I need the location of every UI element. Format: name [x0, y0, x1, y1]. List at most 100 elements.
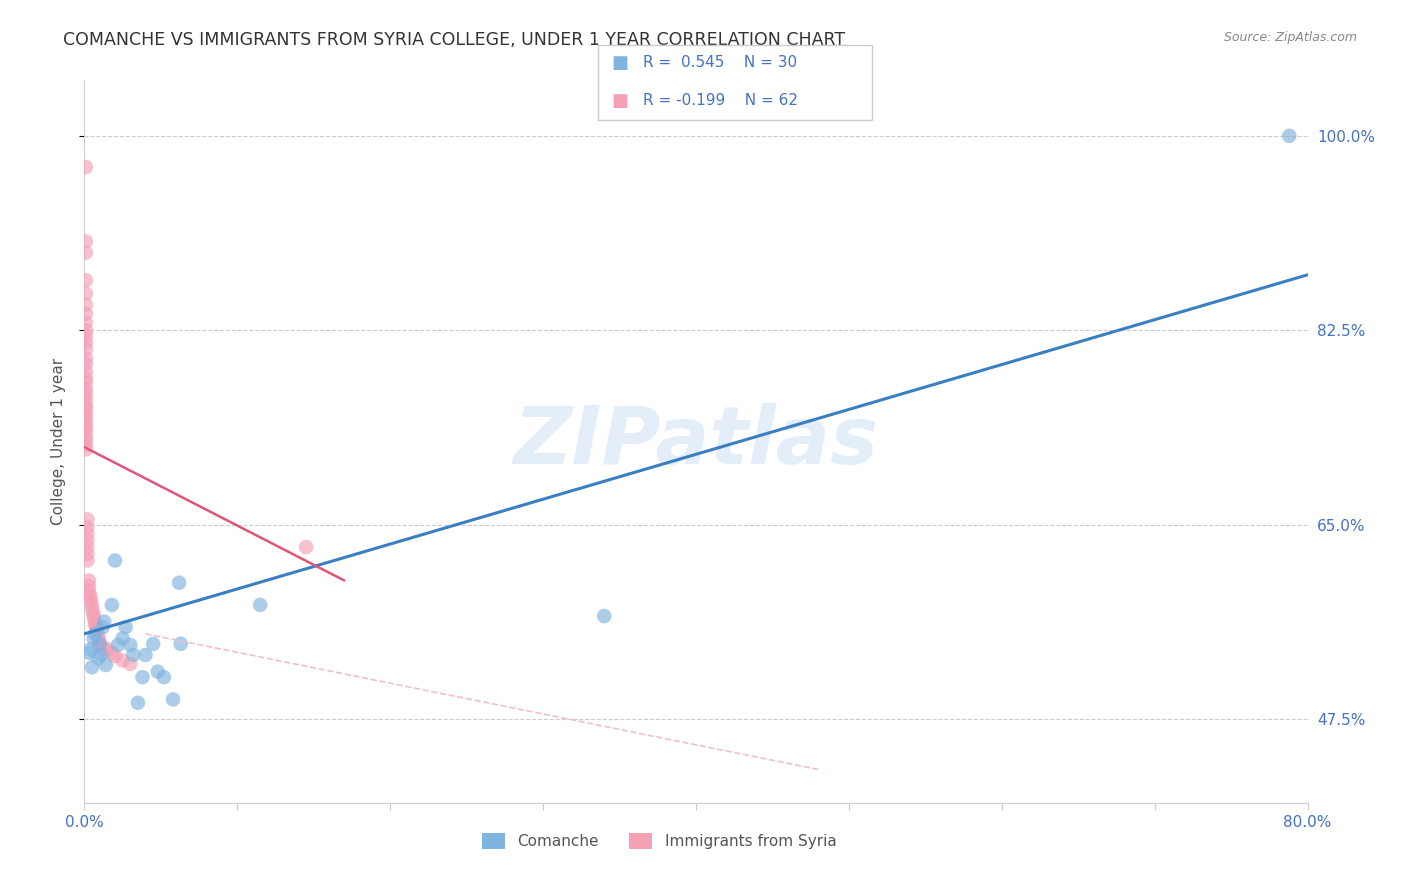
Point [75, 329, 97, 343]
Point [111, 632, 134, 646]
Point [76, 553, 98, 567]
Point [75, 416, 97, 430]
Point [75, 273, 97, 287]
Point [77, 574, 100, 588]
Point [87, 651, 110, 665]
Point [75, 434, 97, 448]
Point [94, 657, 117, 672]
Text: ■: ■ [612, 54, 628, 72]
Point [80, 598, 103, 612]
Point [83, 607, 105, 621]
Point [75, 351, 97, 366]
Point [135, 648, 157, 662]
Point [76, 520, 98, 534]
Point [91, 620, 114, 634]
Point [75, 323, 97, 337]
Point [101, 598, 124, 612]
Point [79, 589, 101, 603]
Point [84, 615, 107, 629]
Point [83, 632, 105, 646]
Point [90, 648, 112, 662]
Point [162, 692, 184, 706]
Point [75, 364, 97, 378]
Point [75, 429, 97, 443]
Point [142, 637, 165, 651]
Point [75, 386, 97, 401]
Y-axis label: College, Under 1 year: College, Under 1 year [51, 358, 66, 525]
Point [80, 660, 103, 674]
Point [75, 245, 97, 260]
Point [75, 235, 97, 249]
Point [76, 526, 98, 541]
Point [83, 610, 105, 624]
Point [76, 512, 98, 526]
Point [79, 593, 101, 607]
Point [77, 646, 100, 660]
Point [76, 540, 98, 554]
Point [131, 670, 153, 684]
Point [146, 665, 169, 679]
Point [75, 343, 97, 357]
Point [86, 624, 108, 639]
Point [77, 584, 100, 599]
Point [104, 553, 127, 567]
Point [75, 371, 97, 385]
Point [84, 618, 107, 632]
Text: ■: ■ [612, 92, 628, 110]
Point [295, 540, 318, 554]
Point [104, 649, 127, 664]
Point [114, 620, 136, 634]
Point [89, 637, 111, 651]
Point [153, 670, 176, 684]
Point [75, 307, 97, 321]
Point [75, 420, 97, 434]
Point [75, 411, 97, 425]
Point [75, 382, 97, 396]
Point [1278, 128, 1301, 143]
Point [79, 642, 101, 657]
Point [127, 696, 149, 710]
Point [75, 401, 97, 416]
Point [77, 579, 100, 593]
Point [84, 627, 107, 641]
Point [87, 628, 110, 642]
Point [86, 621, 108, 635]
Point [75, 407, 97, 421]
Point [76, 533, 98, 548]
Text: ZIPatlas: ZIPatlas [513, 402, 879, 481]
Point [75, 316, 97, 330]
Legend: Comanche, Immigrants from Syria: Comanche, Immigrants from Syria [482, 833, 837, 849]
Point [120, 657, 142, 671]
Text: Source: ZipAtlas.com: Source: ZipAtlas.com [1223, 31, 1357, 45]
Point [111, 653, 134, 667]
Point [75, 298, 97, 312]
Point [101, 646, 124, 660]
Point [107, 638, 129, 652]
Point [122, 648, 145, 662]
Point [75, 442, 97, 457]
Point [80, 602, 103, 616]
Point [89, 638, 111, 652]
Text: R = -0.199    N = 62: R = -0.199 N = 62 [643, 93, 797, 108]
Point [167, 575, 190, 590]
Point [75, 286, 97, 301]
Point [76, 547, 98, 561]
Point [593, 609, 616, 624]
Point [249, 598, 271, 612]
Point [75, 424, 97, 438]
Point [93, 615, 115, 629]
Point [75, 357, 97, 371]
Point [75, 335, 97, 350]
Text: COMANCHE VS IMMIGRANTS FROM SYRIA COLLEGE, UNDER 1 YEAR CORRELATION CHART: COMANCHE VS IMMIGRANTS FROM SYRIA COLLEG… [63, 31, 845, 49]
Point [120, 638, 142, 652]
Point [87, 632, 110, 646]
Point [75, 160, 97, 174]
Point [75, 392, 97, 407]
Point [75, 438, 97, 452]
Point [96, 642, 118, 657]
Text: R =  0.545    N = 30: R = 0.545 N = 30 [643, 55, 797, 70]
Point [170, 637, 193, 651]
Point [75, 398, 97, 412]
Point [89, 634, 111, 648]
Point [75, 376, 97, 390]
